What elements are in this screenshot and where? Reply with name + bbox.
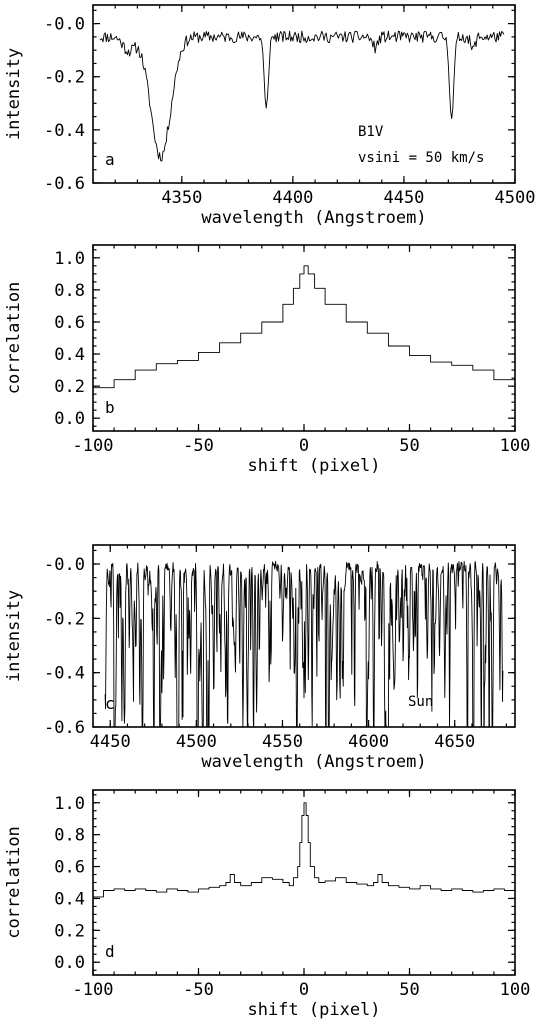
- plot-frame-c: [92, 544, 516, 728]
- x-tick-label-b: 0: [299, 436, 309, 456]
- x-axis-label-b: shift (pixel): [247, 456, 380, 476]
- x-axis-label-d: shift (pixel): [247, 1000, 380, 1020]
- y-tick-label-a: -0.6: [44, 174, 85, 194]
- x-tick-label-b: 50: [399, 436, 419, 456]
- y-tick-label-c: -0.2: [44, 609, 85, 629]
- y-tick-label-d: 0.8: [54, 826, 85, 846]
- y-tick-label-c: -0.0: [44, 555, 85, 575]
- y-axis-label-d: correlation: [4, 826, 24, 939]
- y-axis-label-a: intensity: [4, 48, 24, 140]
- y-tick-label-d: 0.0: [54, 953, 85, 973]
- x-tick-label-c: 4550: [262, 732, 303, 752]
- y-tick-label-b: 0.6: [54, 313, 85, 333]
- y-axis-label-b: correlation: [4, 282, 24, 395]
- x-tick-label-b: 100: [500, 436, 531, 456]
- panel-letter-a: a: [105, 150, 115, 169]
- series-line-a-0: [99, 30, 505, 162]
- x-tick-label-d: 100: [500, 980, 531, 1000]
- x-tick-label-d: -100: [73, 980, 114, 1000]
- x-axis-label-a: wavelength (Angstroem): [201, 208, 426, 228]
- y-tick-label-b: 0.8: [54, 281, 85, 301]
- y-tick-label-c: -0.4: [44, 664, 85, 684]
- x-tick-label-b: -50: [183, 436, 214, 456]
- y-tick-label-d: 0.2: [54, 921, 85, 941]
- annotation-a: B1V: [358, 124, 384, 140]
- x-tick-label-b: -100: [73, 436, 114, 456]
- panel-letter-b: b: [105, 398, 115, 417]
- panel-b: -100 -50 0 50 100 0.0 0.2 0.4 0.6 0.8 1.0 shift (pi…: [4, 244, 531, 476]
- panel-a: 4350 4400 4450 4500 -0.6 -0.4 -0.2 -0.0 waveleng…: [4, 4, 536, 228]
- y-tick-label-b: 0.2: [54, 377, 85, 397]
- x-tick-label-c: 4600: [348, 732, 389, 752]
- panel-c: 4450 4500 4550 4600 4650 -0.6 -0.4 -0.2 -0.0 wave…: [4, 544, 516, 772]
- annotation-a: vsini = 50 km/s: [358, 150, 484, 166]
- series-line-d-0: [93, 802, 515, 898]
- x-tick-label-d: -50: [183, 980, 214, 1000]
- y-tick-label-b: 0.0: [54, 409, 85, 429]
- x-tick-label-d: 0: [299, 980, 309, 1000]
- y-tick-label-b: 0.4: [54, 345, 85, 365]
- x-tick-label-a: 4350: [161, 188, 202, 208]
- y-tick-label-b: 1.0: [54, 249, 85, 269]
- x-axis-label-c: wavelength (Angstroem): [201, 752, 426, 772]
- y-axis-label-c: intensity: [4, 590, 24, 682]
- y-tick-label-d: 0.4: [54, 889, 85, 909]
- plot-frame-a: [92, 4, 516, 184]
- x-tick-label-a: 4400: [272, 188, 313, 208]
- y-tick-label-d: 0.6: [54, 858, 85, 878]
- y-tick-label-a: -0.4: [44, 121, 85, 141]
- panel-letter-d: d: [105, 942, 115, 961]
- x-tick-label-d: 50: [399, 980, 419, 1000]
- series-line-b-0: [93, 265, 515, 389]
- x-tick-label-a: 4500: [495, 188, 536, 208]
- annotation-c: Sun: [408, 694, 433, 710]
- y-tick-label-a: -0.2: [44, 68, 85, 88]
- x-tick-label-c: 4650: [434, 732, 475, 752]
- y-tick-label-c: -0.6: [44, 718, 85, 738]
- panel-letter-c: c: [105, 694, 115, 713]
- y-tick-label-a: -0.0: [44, 15, 85, 35]
- x-tick-label-c: 4500: [176, 732, 217, 752]
- panel-d: -100 -50 0 50 100 0.0 0.2 0.4 0.6 0.8 1.0 shift (pi…: [4, 789, 531, 1020]
- x-tick-label-c: 4450: [90, 732, 131, 752]
- plot-frame-d: [92, 789, 516, 976]
- y-tick-label-d: 1.0: [54, 794, 85, 814]
- series-line-c-0: [104, 560, 504, 727]
- x-tick-label-a: 4450: [383, 188, 424, 208]
